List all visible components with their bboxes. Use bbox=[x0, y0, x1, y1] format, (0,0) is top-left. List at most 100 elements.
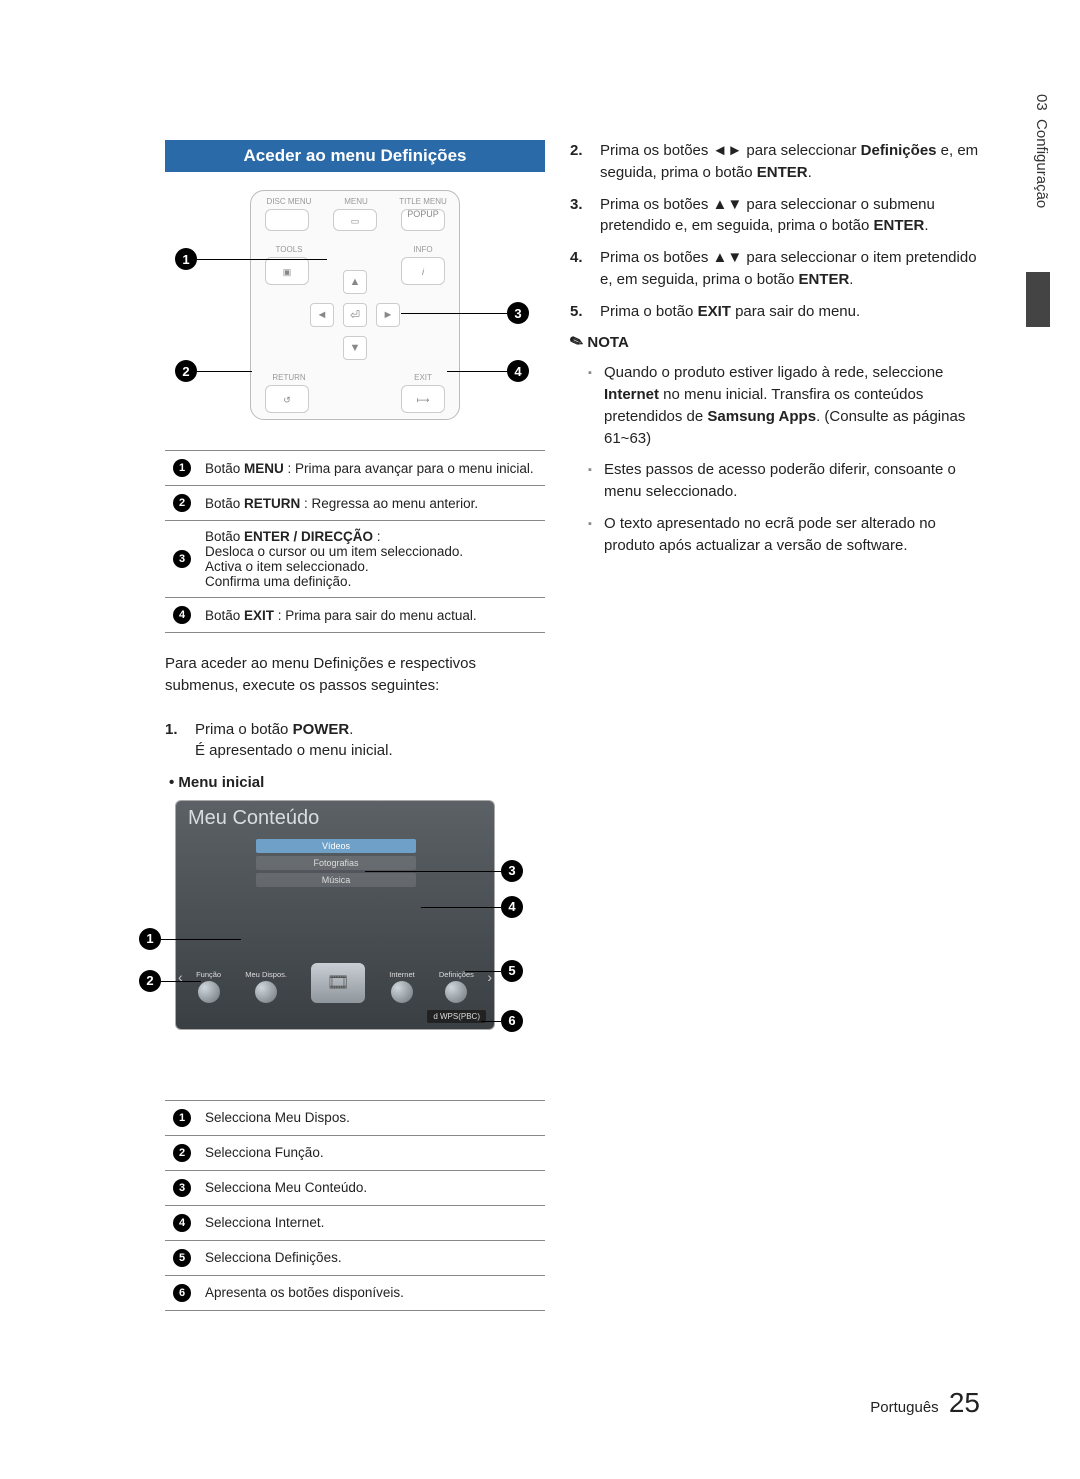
nav-up: ▲ bbox=[343, 270, 367, 294]
callout-line-4 bbox=[447, 371, 507, 372]
table-row: 6Apresenta os botões disponíveis. bbox=[165, 1275, 545, 1310]
step-number: 3. bbox=[570, 194, 592, 238]
row-text: Selecciona Meu Dispos. bbox=[199, 1100, 545, 1135]
row-num: 3 bbox=[165, 521, 199, 598]
chapter-marker bbox=[1026, 272, 1050, 327]
exit-button: ⟼ bbox=[401, 385, 445, 413]
menu-button: ▭ bbox=[333, 209, 377, 231]
info-label: INFO bbox=[393, 245, 453, 254]
footer-lang: Português bbox=[870, 1399, 938, 1416]
callout-4: 4 bbox=[507, 360, 529, 382]
row-text: Botão ENTER / DIRECÇÃO :Desloca o cursor… bbox=[199, 521, 545, 598]
tools-button: ▣ bbox=[265, 257, 309, 285]
step-text: Prima os botões ▲▼ para seleccionar o it… bbox=[600, 247, 990, 291]
chapter-sidebar: 03 Configuração bbox=[1010, 90, 1050, 610]
row-num: 1 bbox=[165, 451, 199, 486]
nota-heading: ✎NOTA bbox=[570, 332, 990, 352]
disc-menu-button bbox=[265, 209, 309, 231]
list-item: Estes passos de acesso poderão diferir, … bbox=[588, 459, 990, 503]
list-item: Quando o produto estiver ligado à rede, … bbox=[588, 362, 990, 449]
callout-line-2 bbox=[197, 371, 252, 372]
callout-3: 3 bbox=[507, 302, 529, 324]
nav-left: ◄ bbox=[310, 303, 334, 327]
popup-button: POPUP bbox=[401, 209, 445, 231]
row-num: 4 bbox=[165, 1205, 199, 1240]
remote-key-table: 1Botão MENU : Prima para avançar para o … bbox=[165, 450, 545, 633]
row-text: Selecciona Meu Conteúdo. bbox=[199, 1170, 545, 1205]
row-text: Botão EXIT : Prima para sair do menu act… bbox=[199, 598, 545, 633]
row-text: Botão RETURN : Regressa ao menu anterior… bbox=[199, 486, 545, 521]
chapter-num: 03 bbox=[1033, 94, 1050, 111]
list-item: 5. Prima o botão EXIT para sair do menu. bbox=[570, 301, 990, 323]
chapter-tab: 03 Configuração bbox=[1026, 90, 1050, 290]
chapter-label: Configuração bbox=[1033, 119, 1050, 208]
nota-list: Quando o produto estiver ligado à rede, … bbox=[588, 362, 990, 556]
return-label: RETURN bbox=[259, 373, 319, 382]
m-call-4: 4 bbox=[501, 896, 523, 918]
icon-funcao-label: Função bbox=[196, 970, 221, 979]
icon-internet-label: Internet bbox=[389, 970, 414, 979]
icon-central: 🎞 bbox=[311, 963, 365, 1003]
page-footer: Português 25 bbox=[870, 1387, 980, 1419]
step-1-number: 1. bbox=[165, 719, 187, 763]
nav-wheel: ▲ ◄ ► ▼ ⏎ bbox=[320, 280, 390, 350]
left-step-1: 1. Prima o botão POWER. É apresentado o … bbox=[165, 719, 545, 763]
table-row: 2Selecciona Função. bbox=[165, 1135, 545, 1170]
return-button: ↺ bbox=[265, 385, 309, 413]
tab-fotografias: Fotografias bbox=[256, 856, 416, 870]
row-num: 4 bbox=[165, 598, 199, 633]
table-row: 2Botão RETURN : Regressa ao menu anterio… bbox=[165, 486, 545, 521]
step-text: Prima o botão EXIT para sair do menu. bbox=[600, 301, 860, 323]
menu-body: Meu Conteúdo Vídeos Fotografias Música ‹… bbox=[175, 800, 495, 1030]
table-row: 1Selecciona Meu Dispos. bbox=[165, 1100, 545, 1135]
table-row: 1Botão MENU : Prima para avançar para o … bbox=[165, 451, 545, 486]
m-call-6: 6 bbox=[501, 1010, 523, 1032]
menu-footer: d WPS(PBC) bbox=[427, 1010, 486, 1023]
right-column: 2.Prima os botões ◄► para seleccionar De… bbox=[570, 140, 990, 566]
table-row: 3Botão ENTER / DIRECÇÃO :Desloca o curso… bbox=[165, 521, 545, 598]
nav-enter: ⏎ bbox=[343, 303, 367, 327]
row-text: Selecciona Função. bbox=[199, 1135, 545, 1170]
step-number: 4. bbox=[570, 247, 592, 291]
section-title-bar: Aceder ao menu Definições bbox=[165, 140, 545, 172]
pencil-icon: ✎ bbox=[567, 331, 586, 354]
icon-internet bbox=[391, 981, 413, 1003]
m-call-2: 2 bbox=[139, 970, 161, 992]
nav-right: ► bbox=[376, 303, 400, 327]
step-text: Prima os botões ◄► para seleccionar Defi… bbox=[600, 140, 990, 184]
table-row: 3Selecciona Meu Conteúdo. bbox=[165, 1170, 545, 1205]
row-num: 1 bbox=[165, 1100, 199, 1135]
m-call-1: 1 bbox=[139, 928, 161, 950]
row-num: 2 bbox=[165, 1135, 199, 1170]
info-button: i bbox=[401, 257, 445, 285]
step-number: 2. bbox=[570, 140, 592, 184]
icon-meudispos-label: Meu Dispos. bbox=[245, 970, 287, 979]
list-item: 4.Prima os botões ▲▼ para seleccionar o … bbox=[570, 247, 990, 291]
menu-icon-row: Função Meu Dispos. 🎞 Internet Definições bbox=[176, 933, 494, 1003]
nav-down: ▼ bbox=[343, 336, 367, 360]
icon-funcao bbox=[198, 981, 220, 1003]
step-number: 5. bbox=[570, 301, 592, 323]
step-1-text: Prima o botão POWER. É apresentado o men… bbox=[195, 719, 393, 763]
row-text: Selecciona Internet. bbox=[199, 1205, 545, 1240]
menu-key-table: 1Selecciona Meu Dispos.2Selecciona Funçã… bbox=[165, 1100, 545, 1311]
menu-initial-label: Menu inicial bbox=[169, 772, 545, 794]
m-call-3: 3 bbox=[501, 860, 523, 882]
row-text: Botão MENU : Prima para avançar para o m… bbox=[199, 451, 545, 486]
callout-2: 2 bbox=[175, 360, 197, 382]
footer-page: 25 bbox=[949, 1387, 980, 1418]
tab-musica: Música bbox=[256, 873, 416, 887]
menu-screenshot: Meu Conteúdo Vídeos Fotografias Música ‹… bbox=[165, 800, 525, 1070]
row-num: 6 bbox=[165, 1275, 199, 1310]
menu-tabstack: Vídeos Fotografias Música bbox=[256, 839, 416, 890]
menu-title: Meu Conteúdo bbox=[188, 807, 319, 830]
left-paragraph: Para aceder ao menu Definições e respect… bbox=[165, 653, 545, 697]
m-call-5: 5 bbox=[501, 960, 523, 982]
list-item: O texto apresentado no ecrã pode ser alt… bbox=[588, 513, 990, 557]
right-steps-list: 2.Prima os botões ◄► para seleccionar De… bbox=[570, 140, 990, 322]
callout-1: 1 bbox=[175, 248, 197, 270]
title-menu-label: TITLE MENU bbox=[393, 197, 453, 206]
exit-label: EXIT bbox=[393, 373, 453, 382]
icon-meudispos bbox=[255, 981, 277, 1003]
disc-menu-label: DISC MENU bbox=[259, 197, 319, 206]
